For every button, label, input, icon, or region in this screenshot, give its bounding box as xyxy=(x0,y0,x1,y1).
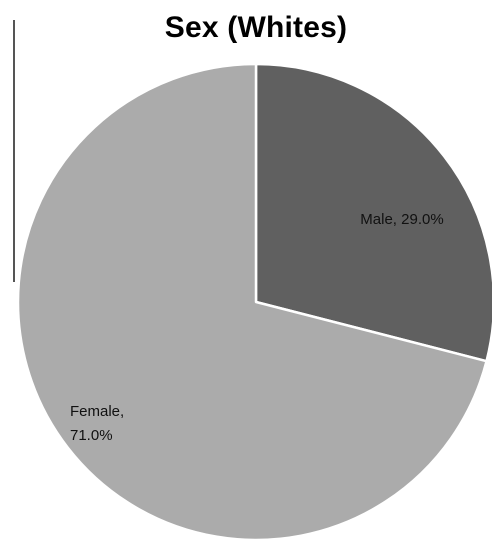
slice-label-female: Female, 71.0% xyxy=(70,403,124,444)
pie-slice-female xyxy=(16,62,488,542)
pie-slices xyxy=(16,62,492,542)
slice-label-male: Male, 29.0% xyxy=(360,211,443,228)
slice-label-line: Male, 29.0% xyxy=(360,211,443,228)
slice-label-line: 71.0% xyxy=(70,427,113,444)
pie-slice-male xyxy=(254,62,492,363)
side-divider-line xyxy=(13,20,15,282)
pie-labels: Male, 29.0% Female, 71.0% xyxy=(70,211,444,444)
chart-title: Sex (Whites) xyxy=(164,11,348,44)
slice-label-line: Female, xyxy=(70,403,124,420)
